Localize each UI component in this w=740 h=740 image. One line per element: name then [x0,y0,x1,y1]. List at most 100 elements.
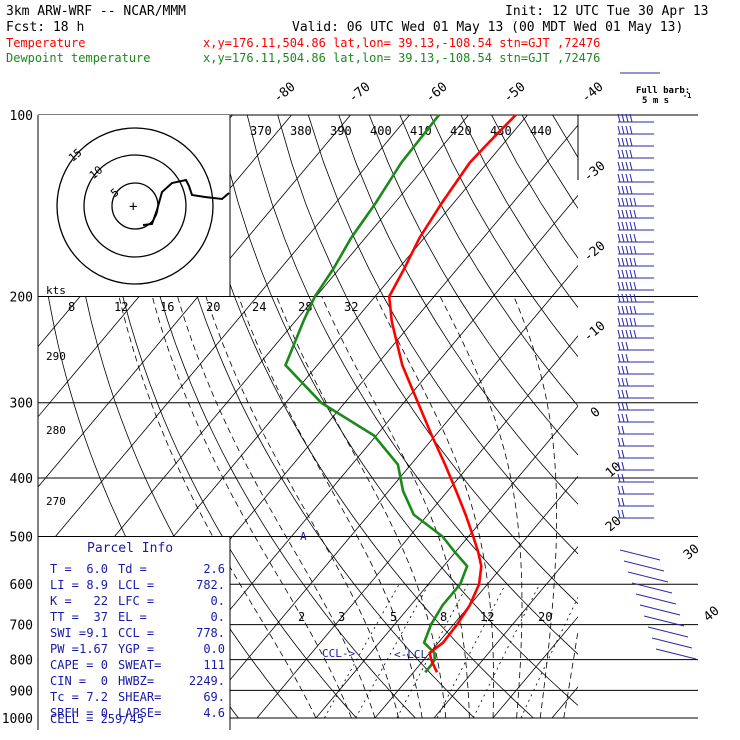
parcel-label: CCL = [118,626,154,640]
dry-adiabat [307,115,578,555]
wind-barb-flag [629,233,633,243]
parcel-value: 0 [101,674,108,688]
isotherm-label: 0 [588,405,604,422]
isotherm-label: -30 [581,158,609,185]
parcel-label: SHEAR= [118,690,161,704]
wind-barb-flag [629,173,633,183]
moist-adiabat [177,296,376,719]
wind-barb-flag [617,269,621,279]
isotherm-label: -70 [346,79,374,106]
wind-barb-flag [633,209,637,219]
wind-barb-flag [625,161,629,171]
dry-adiabat [491,115,578,259]
parcel-label: Tc = [50,690,79,704]
wind-barb-flag [621,389,625,399]
theta-label: 370 [250,124,272,138]
wind-barb-flag [617,113,621,123]
isotherm-line [315,405,578,719]
isotherm-label: -20 [581,238,609,265]
pressure-tick-label: 700 [10,619,33,634]
wind-barb-flag [629,305,633,315]
isotherm-label: 40 [701,604,723,626]
wind-barb-flag [621,305,625,315]
wind-barb-flag [625,197,629,207]
wind-barb-flag [625,293,629,303]
wind-barb-flag [625,113,629,123]
parcel-value: 782. [196,578,225,592]
wind-barb-flag [621,413,625,423]
wind-barb-flag [617,317,621,327]
wind-barb-flag [621,149,625,159]
wind-barb-flag [621,185,625,195]
dewpoint-trace [283,114,469,674]
mixing-ratio-label: 5 [390,610,397,624]
ccl-marker: CCL-> [322,647,355,660]
theta-label: 400 [370,124,392,138]
wind-barb-flag [621,425,625,435]
parcel-value: 2.6 [203,562,225,576]
parcel-label: Td = [118,562,147,576]
isotherm-line [551,686,578,719]
wind-barb-flag [625,401,629,411]
isotherm-line [38,115,410,558]
wind-barb-flag [629,221,633,231]
parcel-label: CIN = [50,674,86,688]
full-barb-exponent: -1 [683,92,691,100]
dry-adiabat [246,115,578,655]
isotherm-line [492,616,578,719]
wind-barb [651,637,693,649]
parcel-value: 0. [211,594,225,608]
temperature-trace [387,114,517,673]
init-time: Init: 12 UTC Tue 30 Apr 13 [505,4,709,19]
wind-barb-flag [625,185,629,195]
wind-barb-flag [617,221,621,231]
wind-barb-flag [621,281,625,291]
wind-barb [631,582,673,594]
wind-barb-flag [621,377,625,387]
wind-barb-flag [617,173,621,183]
wind-barb-flag [633,305,637,315]
dewpoint-legend: Dewpoint temperature [6,51,151,65]
hodograph-trace [142,178,230,226]
wind-barb [643,615,685,627]
wind-barb-flag [629,281,633,291]
isotherm-line [374,475,578,719]
wind-barb-flag [633,197,637,207]
wind-barb-flag [633,329,637,339]
wind-barb-flag [617,437,621,447]
wind-barb-flag [617,365,621,375]
wind-barb-flag [621,329,625,339]
wind-barb-flag [617,161,621,171]
wind-barb-flag [629,137,633,147]
wind-barb-flag [621,245,625,255]
wind-barb-flag [625,389,629,399]
wind-barb-flag [617,329,621,339]
wind-barb-flag [629,161,633,171]
wind-barb-flag [625,281,629,291]
mixing-ratio-label: 20 [538,610,552,624]
wind-barb-flag [617,257,621,267]
parcel-value: 0. [211,610,225,624]
level-marker: A [300,530,307,543]
wind-barb-flag [617,293,621,303]
parcel-label: LI = [50,578,79,592]
pressure-tick-label: 200 [10,291,33,306]
wind-barb-flag [625,269,629,279]
parcel-label: T = [50,562,72,576]
wind-barb-flag [621,509,625,519]
wind-barb-flag [617,473,621,483]
wind-barb-flag [617,197,621,207]
dry-adiabat [552,115,578,159]
wind-barb-flag [629,197,633,207]
wind-barb-flag [617,353,621,363]
dry-adiabat [583,115,740,718]
theta-label: 440 [530,124,552,138]
pressure-tick-label: 1000 [2,712,33,727]
wind-barb-flag [633,293,637,303]
temp-scale-label: 8 [68,300,75,314]
theta-side-label: 270 [46,495,66,508]
wind-barb-flag [617,497,621,507]
mixing-ratio-label: 3 [338,610,345,624]
